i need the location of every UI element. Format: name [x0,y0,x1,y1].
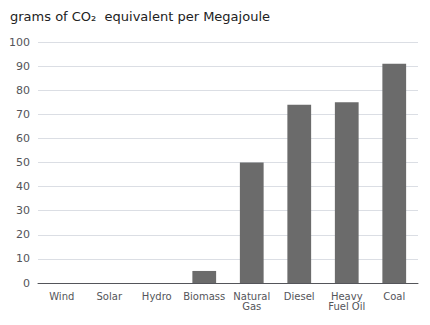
svg-text:grams of CO₂ equivalent per M: grams of CO₂ equivalent per Megajoule [10,9,270,24]
svg-text:Gas: Gas [242,301,261,312]
svg-text:Wind: Wind [49,291,74,302]
svg-text:20: 20 [16,228,30,241]
svg-text:70: 70 [16,108,30,121]
svg-text:0: 0 [23,277,30,290]
svg-text:Hydro: Hydro [142,291,172,302]
svg-text:40: 40 [16,180,30,193]
svg-text:50: 50 [16,156,30,169]
svg-text:Coal: Coal [383,291,405,302]
svg-text:Biomass: Biomass [183,291,225,302]
svg-text:Fuel Oil: Fuel Oil [328,301,365,312]
svg-text:60: 60 [16,132,30,145]
svg-text:90: 90 [16,60,30,73]
svg-text:Solar: Solar [97,291,123,302]
svg-text:Natural: Natural [233,290,271,302]
svg-text:100: 100 [9,36,30,49]
svg-text:30: 30 [16,204,30,217]
svg-text:80: 80 [16,84,30,97]
svg-text:Heavy: Heavy [330,290,363,302]
svg-text:10: 10 [16,252,30,265]
svg-text:Diesel: Diesel [284,291,315,302]
